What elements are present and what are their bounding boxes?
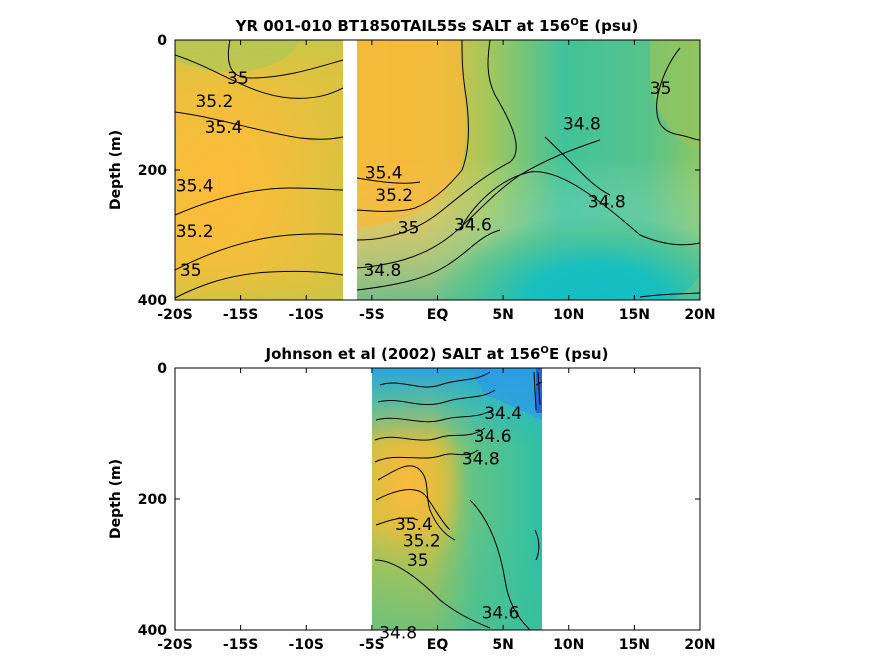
top-x-ticks: -20S -15S -10S -5S EQ 5N 10N 15N 20N <box>157 40 716 323</box>
x-tick-label: -15S <box>223 307 258 323</box>
contour-label: 34.4 <box>484 404 522 424</box>
x-tick-label: -10S <box>289 307 324 323</box>
y-tick-label: 0 <box>157 33 167 49</box>
contour-label: 35 <box>407 551 429 571</box>
y-tick-label: 200 <box>138 163 167 179</box>
top-salinity-field <box>175 40 700 300</box>
contour-label: 35.2 <box>176 222 214 242</box>
y-tick-label: 0 <box>157 361 167 377</box>
y-tick-label: 400 <box>138 293 167 309</box>
x-tick-label: 10N <box>553 307 584 323</box>
top-y-ticks: 0 200 400 <box>138 33 700 309</box>
x-tick-label: 15N <box>619 637 650 653</box>
contour-label: 35.4 <box>395 515 433 535</box>
top-data-gap <box>343 40 357 300</box>
bottom-chart-panel: Johnson et al (2002) SALT at 156OE (psu)… <box>108 345 716 653</box>
x-tick-label: -5S <box>359 307 385 323</box>
contour-label: 35 <box>650 79 672 99</box>
contour-label: 34.8 <box>563 115 601 135</box>
x-tick-label: 20N <box>684 307 715 323</box>
contour-label: 34.6 <box>482 604 520 624</box>
contour-label: 35 <box>180 261 202 281</box>
contour-label: 35.4 <box>176 176 214 196</box>
x-tick-label: 15N <box>619 307 650 323</box>
y-tick-label: 400 <box>138 623 167 639</box>
x-tick-label: 10N <box>553 637 584 653</box>
x-tick-label: EQ <box>427 307 449 323</box>
top-contour-lines <box>175 40 700 299</box>
x-tick-label: 20N <box>684 637 715 653</box>
bottom-x-ticks: -20S -15S -10S -5S EQ 5N 10N 15N 20N <box>157 368 716 653</box>
bottom-salinity-field <box>372 368 542 630</box>
x-tick-label: 5N <box>492 637 513 653</box>
contour-label: 34.8 <box>462 450 500 470</box>
contour-label: 34.6 <box>474 427 512 447</box>
bottom-y-ticks: 0 200 400 <box>138 361 700 639</box>
contour-label: 34.8 <box>379 623 417 643</box>
top-contour-labels: 35 35.2 35.4 35.4 35.2 35 35.4 35.2 35 34.8 34.6 34… <box>176 69 672 281</box>
x-tick-label: 5N <box>492 307 513 323</box>
bottom-y-axis-label: Depth (m) <box>108 459 124 539</box>
contour-label: 34.8 <box>363 261 401 281</box>
contour-label: 35.2 <box>375 186 413 206</box>
bottom-chart-title: Johnson et al (2002) SALT at 156OE (psu) <box>265 345 609 363</box>
top-y-axis-label: Depth (m) <box>108 130 124 210</box>
bottom-contour-lines <box>374 371 543 630</box>
bottom-contour-labels: 34.4 34.6 34.8 35.435.235 34.8 34.6 <box>379 404 522 643</box>
x-tick-label: -20S <box>157 637 192 653</box>
y-tick-label: 200 <box>138 492 167 508</box>
contour-label: 34.6 <box>454 215 492 235</box>
x-tick-label: -5S <box>359 637 385 653</box>
top-chart-panel: YR 001-010 BT1850TAIL55s SALT at 156OE (… <box>108 17 716 323</box>
contour-label: 35 <box>398 219 420 239</box>
x-tick-label: -20S <box>157 307 192 323</box>
x-tick-label: -15S <box>223 637 258 653</box>
contour-label: 35.2 <box>195 92 233 112</box>
x-tick-label: EQ <box>427 637 449 653</box>
contour-label: 35 <box>227 69 249 89</box>
contour-label: 35.4 <box>365 163 403 183</box>
contour-label: 35.4 <box>205 118 243 138</box>
x-tick-label: -10S <box>289 637 324 653</box>
contour-label: 35.2 <box>403 532 441 552</box>
contour-label: 34.8 <box>588 193 626 213</box>
top-chart-title: YR 001-010 BT1850TAIL55s SALT at 156OE (… <box>235 17 639 35</box>
